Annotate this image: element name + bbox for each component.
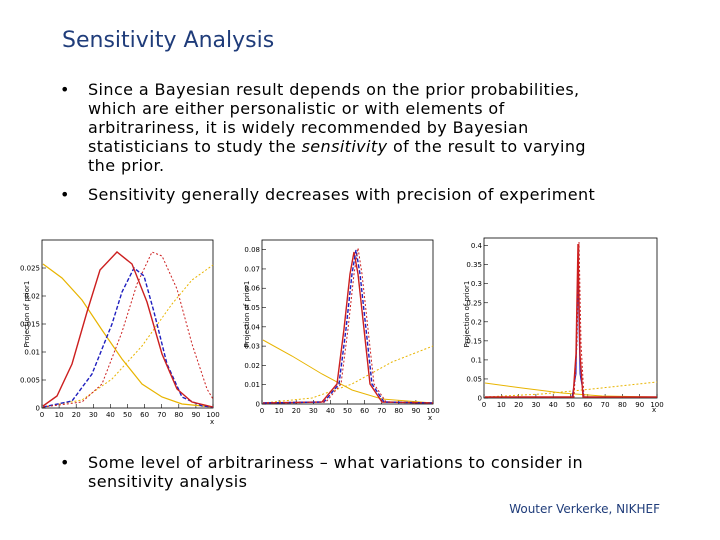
bullet-1-emphasis: sensitivity <box>301 137 388 156</box>
y-tick-label: 0.1 <box>471 356 482 364</box>
x-tick-label: 20 <box>514 401 523 409</box>
chart-prior-narrow: 0 0.05 0.1 0.15 0.2 0.25 0.3 0.35 0.4 0 10 20 30 40 50… <box>463 237 664 414</box>
x-tick-label: 90 <box>635 401 644 409</box>
chart-prior-wide: 0 0.005 0.01 0.015 0.02 0.025 0 10 20 30 40 50 60 70 8… <box>20 239 220 426</box>
y-tick-label: 0 <box>478 395 482 403</box>
x-tick-label: 60 <box>360 407 369 415</box>
y-tick-label: 0.005 <box>20 377 40 385</box>
bullet-1-line-2: which are either personalistic or with e… <box>88 99 505 118</box>
y-tick-label: 0.01 <box>24 349 40 357</box>
bullet-1-line-4a: statisticians to study the <box>88 137 302 156</box>
bullet-1-line-4b: of the result to varying <box>387 137 586 156</box>
y-axis-label: Projection of prior1 <box>23 281 31 348</box>
x-tick-label: 30 <box>531 401 540 409</box>
x-tick-label: 10 <box>275 407 284 415</box>
y-tick-label: 0.06 <box>244 285 260 293</box>
x-tick-label: 10 <box>55 411 64 419</box>
bullet-1-line-1: Since a Bayesian result depends on the p… <box>88 80 580 99</box>
y-tick-label: 0.4 <box>471 242 483 250</box>
y-tick-label: 0.2 <box>471 318 482 326</box>
series-yellow-right <box>262 345 434 404</box>
y-tick-label: 0.025 <box>20 265 40 273</box>
y-tick-label: 0.3 <box>471 280 482 288</box>
x-tick-label: 100 <box>650 401 663 409</box>
series-red-dotted <box>485 241 657 398</box>
series-yellow-right <box>484 381 658 398</box>
series-blue <box>262 249 434 404</box>
bullet-3-line-1: Some level of arbitrariness – what varia… <box>88 453 584 472</box>
x-tick-label: 40 <box>106 411 115 419</box>
series-red-solid <box>42 251 214 408</box>
footer-credit: Wouter Verkerke, NIKHEF <box>509 502 660 516</box>
bullet-list: • Since a Bayesian result depends on the… <box>60 80 680 204</box>
x-tick-label: 90 <box>191 411 200 419</box>
series-blue <box>42 266 214 408</box>
x-axis-label: x <box>652 406 656 414</box>
x-tick-label: 100 <box>426 407 439 415</box>
x-tick-label: 10 <box>497 401 506 409</box>
x-tick-label: 50 <box>123 411 132 419</box>
bullet-1: • Since a Bayesian result depends on the… <box>60 80 680 175</box>
bullet-2-text: Sensitivity generally decreases with pre… <box>88 185 596 204</box>
x-tick-label: 90 <box>411 407 420 415</box>
y-tick-label: 0.25 <box>466 299 482 307</box>
x-tick-label: 70 <box>157 411 166 419</box>
slide-title: Sensitivity Analysis <box>62 28 275 53</box>
y-tick-label: 0.08 <box>244 246 260 254</box>
x-tick-label: 30 <box>309 407 318 415</box>
y-tick-label: 0.01 <box>244 381 260 389</box>
x-tick-label: 70 <box>601 401 610 409</box>
y-tick-label: 0 <box>256 401 260 409</box>
y-tick-label: 0.04 <box>244 323 260 331</box>
x-tick-label: 20 <box>72 411 81 419</box>
x-tick-label: 20 <box>292 407 301 415</box>
y-axis-label: Projection of prior1 <box>243 281 251 348</box>
y-tick-label: 0.05 <box>466 375 482 383</box>
y-tick-label: 0.35 <box>466 261 482 269</box>
x-tick-label: 50 <box>566 401 575 409</box>
chart-prior-medium: 0 0.01 0.02 0.03 0.04 0.05 0.06 0.07 0.08 0 10 20 30… <box>243 239 440 422</box>
y-tick-label: 0.03 <box>244 343 260 351</box>
x-tick-label: 0 <box>260 407 264 415</box>
x-tick-label: 80 <box>174 411 183 419</box>
y-tick-label: 0.02 <box>24 293 40 301</box>
x-tick-label: 60 <box>583 401 592 409</box>
y-tick-label: 0.05 <box>244 304 260 312</box>
bullet-dot: • <box>60 453 70 472</box>
y-axis-label: Projection of prior1 <box>463 281 471 348</box>
bullet-1-line-3: arbitrariness, it is widely recommended … <box>88 118 529 137</box>
bullet-2: • Sensitivity generally decreases with p… <box>60 185 680 204</box>
series-red-solid <box>262 251 434 404</box>
x-tick-label: 80 <box>394 407 403 415</box>
bullet-dot: • <box>60 80 70 99</box>
x-tick-label: 60 <box>140 411 149 419</box>
x-tick-label: 80 <box>618 401 627 409</box>
bullet-1-line-5: the prior. <box>88 156 165 175</box>
bullet-3: • Some level of arbitrariness – what var… <box>60 453 708 491</box>
y-tick-label: 0.015 <box>20 321 40 329</box>
x-tick-label: 50 <box>343 407 352 415</box>
x-tick-label: 0 <box>40 411 44 419</box>
x-tick-label: 30 <box>89 411 98 419</box>
bullet-dot: • <box>60 185 70 204</box>
series-yellow-left <box>42 263 214 408</box>
y-tick-label: 0 <box>36 405 40 413</box>
bullet-3-line-2: sensitivity analysis <box>88 472 248 491</box>
x-axis-label: x <box>210 418 214 426</box>
x-tick-label: 40 <box>549 401 558 409</box>
x-tick-label: 100 <box>206 411 219 419</box>
plot-frame <box>483 237 658 399</box>
x-tick-label: 70 <box>377 407 386 415</box>
x-tick-label: 40 <box>326 407 335 415</box>
x-tick-label: 0 <box>482 401 486 409</box>
x-axis-label: x <box>428 414 432 422</box>
y-tick-label: 0.15 <box>466 337 482 345</box>
plot-frame <box>41 239 214 409</box>
plot-frame <box>261 239 434 405</box>
y-tick-label: 0.02 <box>244 362 260 370</box>
series-red-dotted <box>42 251 214 408</box>
series-yellow-right <box>42 264 214 408</box>
y-tick-label: 0.07 <box>244 265 260 273</box>
